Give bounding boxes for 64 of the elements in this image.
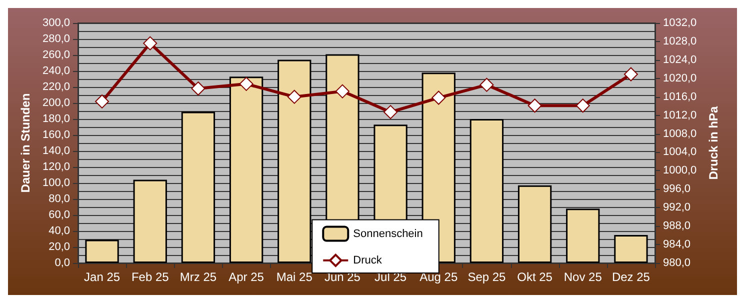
y2-tick-label: 1024,0 (663, 54, 697, 66)
x-tick-label: Feb 25 (131, 270, 170, 284)
y-tick-label: 220,0 (42, 81, 70, 93)
y-tick-label: 100,0 (42, 177, 70, 189)
y2-axis-title: Druck in hPa (706, 106, 721, 180)
y2-tick-label: 988,0 (663, 220, 691, 232)
point (287, 90, 302, 104)
x-tick-label: Okt 25 (517, 270, 553, 284)
x-tick-label: Aug 25 (420, 270, 458, 284)
legend-label: Druck (353, 254, 382, 266)
point (480, 78, 494, 92)
y-tick-label: 200,0 (42, 97, 70, 109)
y-tick-label: 160,0 (42, 129, 70, 141)
y2-tick-label: 980,0 (663, 257, 691, 269)
bar (518, 185, 552, 263)
y-tick-label: 20,0 (48, 241, 70, 253)
y-tick-label: 180,0 (42, 113, 70, 125)
y2-tick-label: 1032,0 (663, 17, 697, 29)
x-tick-label: Dez 25 (612, 270, 650, 284)
y2-tick-label: 1012,0 (663, 109, 697, 122)
x-tick-label: Sep 25 (468, 270, 506, 284)
point (143, 36, 158, 50)
y2-tick-label: 992,0 (663, 202, 691, 214)
point (576, 98, 590, 113)
y-tick-label: 240,0 (42, 65, 70, 77)
point (624, 67, 638, 82)
y-tick-label: 300,0 (42, 17, 70, 29)
y-tick-label: 80,0 (48, 193, 70, 205)
y-tick-label: 140,0 (42, 145, 70, 157)
x-tick-label: Jan 25 (84, 270, 120, 284)
point (191, 82, 206, 96)
y2-tick-label: 1000,0 (663, 164, 697, 177)
y-tick-label: 60,0 (48, 209, 70, 221)
bar (181, 112, 216, 263)
point (95, 94, 110, 108)
legend-label: Sonnenschein (353, 228, 423, 240)
y2-tick-label: 1020,0 (663, 72, 697, 84)
bar (614, 235, 648, 263)
y-tick-label: 40,0 (48, 225, 70, 237)
bar (566, 208, 600, 263)
y-tick-label: 280,0 (42, 33, 70, 45)
y-tick-label: 260,0 (42, 49, 70, 61)
x-tick-label: Mai 25 (276, 270, 313, 284)
bar (133, 180, 167, 263)
point (432, 90, 446, 105)
y-tick-label: 120,0 (42, 161, 70, 173)
y2-tick-label: 1028,0 (663, 35, 697, 48)
y2-tick-label: 1004,0 (663, 146, 697, 158)
bar (85, 240, 119, 263)
y-tick-label: 0,0 (54, 257, 70, 269)
y-axis-title: Dauer in Stunden (18, 93, 33, 193)
x-tick-label: Apr 25 (228, 270, 264, 284)
y2-tick-label: 984,0 (663, 238, 691, 251)
y2-tick-label: 996,0 (663, 183, 691, 196)
bar (229, 76, 264, 263)
bar (470, 119, 504, 263)
point (239, 76, 254, 91)
x-tick-label: Nov 25 (564, 270, 602, 284)
point (335, 84, 350, 98)
y2-tick-label: 1008,0 (663, 128, 697, 140)
point (384, 105, 398, 120)
point (528, 98, 542, 113)
y2-tick-label: 1016,0 (663, 90, 697, 103)
x-tick-label: Mrz 25 (180, 270, 217, 284)
